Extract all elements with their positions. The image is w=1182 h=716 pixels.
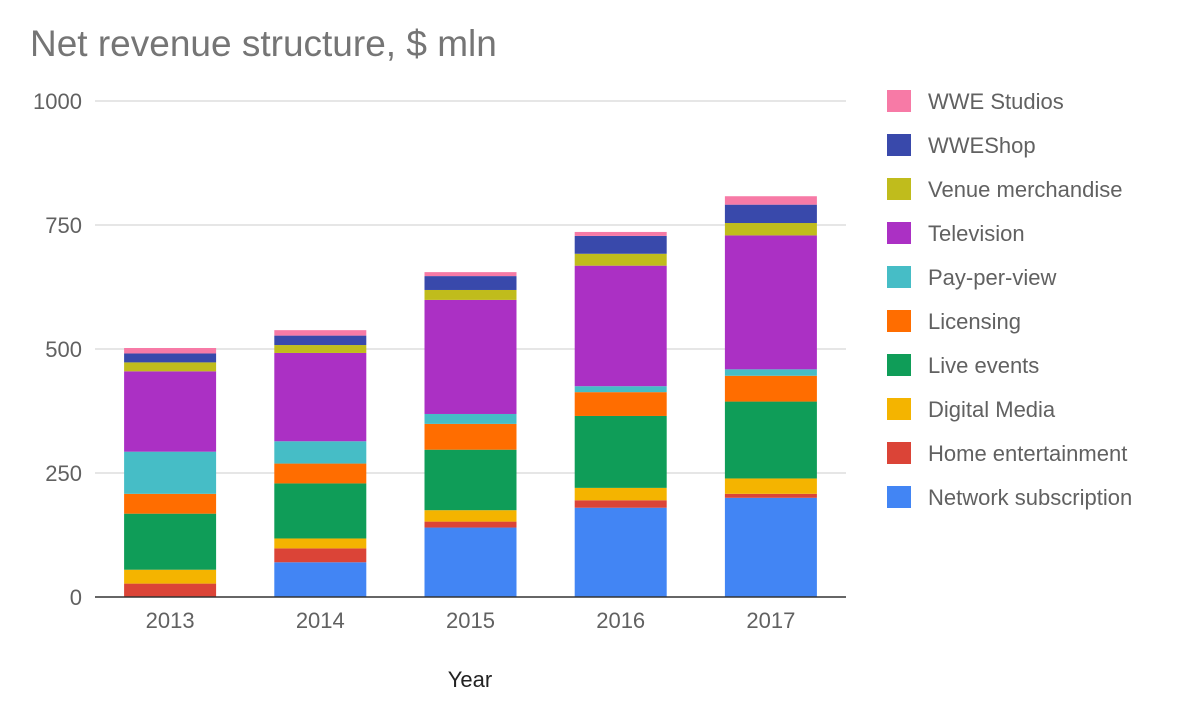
bar-segment-2013-digital-media: [124, 569, 217, 584]
y-tick-label: 0: [70, 585, 82, 610]
bar-segment-2017-live-events: [724, 401, 817, 479]
bar-segment-2014-pay-per-view: [274, 441, 367, 464]
bar-segment-2017-home-entertainment: [724, 493, 817, 498]
bar-segment-2015-live-events: [424, 449, 517, 511]
bar-segment-2014-licensing: [274, 463, 367, 484]
bar-segment-2016-live-events: [574, 415, 667, 488]
bar-segment-2013-wweshop: [124, 353, 217, 363]
x-tick-label: 2014: [296, 608, 345, 633]
y-axis-ticks: 0 250 500 750 1000: [33, 89, 82, 610]
bar-segment-2016-venue-merchandise: [574, 253, 667, 266]
bar-segment-2017-network-subscription: [724, 497, 817, 597]
bar-segment-2016-network-subscription: [574, 507, 667, 597]
x-tick-label: 2016: [596, 608, 645, 633]
x-tick-label: 2013: [146, 608, 195, 633]
bar-segment-2013-licensing: [124, 493, 217, 514]
bar-segment-2013-venue-merchandise: [124, 362, 217, 372]
legend-swatch-home-entertainment: [887, 442, 911, 464]
legend-swatch-venue-merchandise: [887, 178, 911, 200]
legend-label-home-entertainment: Home entertainment: [928, 441, 1127, 466]
bar-segment-2014-wwe-studios: [274, 330, 367, 336]
y-tick-label: 1000: [33, 89, 82, 114]
legend-label-digital-media: Digital Media: [928, 397, 1056, 422]
bar-segment-2015-pay-per-view: [424, 413, 517, 424]
bar-segment-2015-television: [424, 299, 517, 414]
legend-swatch-licensing: [887, 310, 911, 332]
legend-label-network-subscription: Network subscription: [928, 485, 1132, 510]
bar-segment-2015-digital-media: [424, 510, 517, 522]
bar-segment-2013-home-entertainment: [124, 583, 217, 597]
bar-segment-2014-venue-merchandise: [274, 345, 367, 353]
legend-swatch-television: [887, 222, 911, 244]
bar-segment-2016-wwe-studios: [574, 231, 667, 236]
legend-swatch-wweshop: [887, 134, 911, 156]
bar-segment-2016-wweshop: [574, 235, 667, 254]
legend-label-venue-merchandise: Venue merchandise: [928, 177, 1122, 202]
legend-label-licensing: Licensing: [928, 309, 1021, 334]
legend-label-television: Television: [928, 221, 1025, 246]
bar-segment-2016-licensing: [574, 392, 667, 416]
legend-swatch-live-events: [887, 354, 911, 376]
legend-swatch-wwe-studios: [887, 90, 911, 112]
legend-swatch-pay-per-view: [887, 266, 911, 288]
bar-segment-2016-television: [574, 265, 667, 387]
bar-segment-2017-television: [724, 235, 817, 370]
bar-segment-2015-home-entertainment: [424, 521, 517, 528]
y-tick-label: 750: [45, 213, 82, 238]
y-tick-label: 250: [45, 461, 82, 486]
bar-segment-2014-digital-media: [274, 538, 367, 549]
legend-label-pay-per-view: Pay-per-view: [928, 265, 1056, 290]
bar-segment-2015-wweshop: [424, 276, 517, 290]
bar-segment-2015-licensing: [424, 423, 517, 450]
bar-segment-2015-venue-merchandise: [424, 289, 517, 300]
bar-segment-2017-wweshop: [724, 204, 817, 224]
bar-segment-2014-home-entertainment: [274, 548, 367, 563]
bar-segment-2013-television: [124, 371, 217, 452]
legend-swatch-network-subscription: [887, 486, 911, 508]
bar-segment-2013-live-events: [124, 513, 217, 570]
bar-segment-2017-digital-media: [724, 478, 817, 494]
x-axis-label: Year: [448, 667, 492, 692]
bars: [124, 196, 817, 597]
bar-segment-2014-network-subscription: [274, 562, 367, 597]
legend-swatch-digital-media: [887, 398, 911, 420]
x-tick-label: 2017: [746, 608, 795, 633]
x-tick-label: 2015: [446, 608, 495, 633]
bar-segment-2017-pay-per-view: [724, 369, 817, 376]
bar-segment-2017-wwe-studios: [724, 196, 817, 205]
bar-segment-2017-licensing: [724, 375, 817, 402]
x-axis-ticks: 2013 2014 2015 2016 2017: [146, 608, 796, 633]
bar-segment-2015-network-subscription: [424, 527, 517, 597]
bar-segment-2017-venue-merchandise: [724, 223, 817, 236]
bar-segment-2016-home-entertainment: [574, 500, 667, 508]
bar-segment-2013-wwe-studios: [124, 348, 217, 354]
legend-label-wwe-studios: WWE Studios: [928, 89, 1064, 114]
legend-label-wweshop: WWEShop: [928, 133, 1036, 158]
bar-segment-2016-digital-media: [574, 487, 667, 501]
chart-title: Net revenue structure, $ mln: [30, 23, 497, 64]
y-tick-label: 500: [45, 337, 82, 362]
legend-label-live-events: Live events: [928, 353, 1039, 378]
bar-segment-2013-pay-per-view: [124, 451, 217, 494]
bar-segment-2014-live-events: [274, 483, 367, 539]
legend: WWE Studios WWEShop Venue merchandise Telev…: [887, 89, 1132, 510]
bar-segment-2015-wwe-studios: [424, 272, 517, 277]
bar-segment-2014-television: [274, 352, 367, 442]
bar-segment-2016-pay-per-view: [574, 386, 667, 393]
bar-segment-2014-wweshop: [274, 335, 367, 346]
